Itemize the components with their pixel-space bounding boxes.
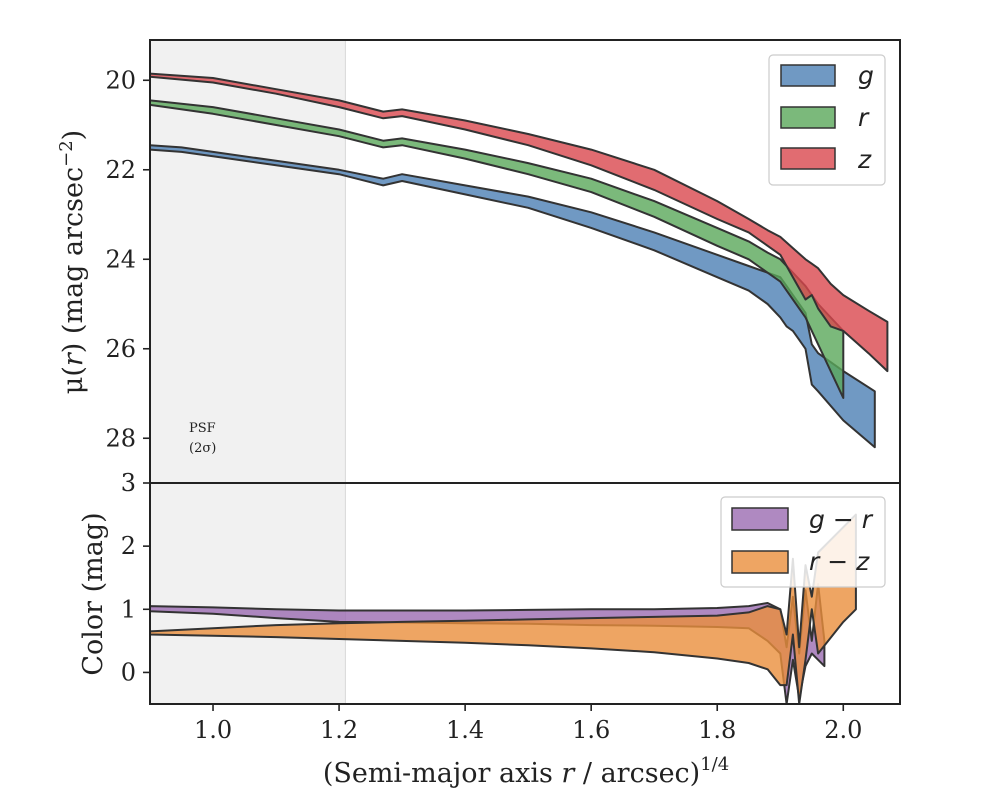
legend-label-g-r: g − r (809, 505, 874, 534)
ytick-label-top-4: 28 (105, 424, 136, 452)
bottom-axis-ticks: 0 1 2 3 1.0 1.2 1.4 1.6 1.8 2.0 (121, 469, 863, 744)
xlabel-part-2: r (561, 758, 576, 789)
ylabel-part-1: μ( (58, 366, 89, 394)
band-bottom-1 (150, 513, 857, 704)
bottom-panel: 0 1 2 3 1.0 1.2 1.4 1.6 1.8 2.0 Color (mag) (Semi… (78, 469, 901, 789)
ytick-label-bottom-3: 3 (121, 469, 136, 497)
color-bands (150, 513, 857, 704)
legend-label-z: z (857, 145, 872, 174)
ytick-label-bottom-2: 2 (121, 532, 136, 560)
band-top-0 (150, 144, 876, 449)
ytick-label-top-3: 26 (105, 335, 136, 363)
legend-label-r-z: r − z (809, 547, 870, 576)
legend-top: g r z (768, 54, 886, 186)
xtick-label-5: 2.0 (824, 716, 862, 744)
xlabel-part-3: / arcsec) (574, 758, 700, 789)
bottom-y-axis-title: Color (mag) (78, 512, 109, 675)
legend-swatch-z (780, 147, 836, 170)
bottom-panel-frame (149, 482, 901, 705)
legend-bottom: g − r r − z (720, 496, 886, 588)
legend-swatch-g (780, 64, 836, 87)
ytick-label-top-1: 22 (105, 156, 136, 184)
ytick-label-bottom-1: 1 (121, 595, 136, 623)
xlabel-part-4: 1/4 (700, 754, 729, 775)
x-axis-title: (Semi-major axis r / arcsec)1/4 (323, 754, 729, 789)
ylabel-part-5: ) (58, 130, 89, 141)
surface-brightness-bands (150, 72, 889, 449)
ylabel-part-3: ) (mag arcsec (58, 167, 89, 353)
ylabel-part-2: r (58, 351, 89, 366)
ytick-label-top-0: 20 (105, 66, 136, 94)
legend-label-r: r (858, 103, 870, 132)
psf-label-line1: PSF (189, 421, 216, 436)
psf-region-bottom (149, 482, 346, 705)
xtick-label-0: 1.0 (194, 716, 232, 744)
top-y-axis-title: μ(r) (mag arcsec−2) (56, 130, 89, 394)
legend-swatch-g-r (731, 507, 789, 531)
xtick-label-1: 1.2 (320, 716, 358, 744)
ytick-label-top-2: 24 (105, 245, 136, 273)
band-top-2 (150, 72, 889, 373)
legend-label-g: g (858, 61, 874, 90)
legend-swatch-r (780, 106, 836, 129)
ytick-label-bottom-0: 0 (121, 658, 136, 686)
xtick-label-4: 1.8 (698, 716, 736, 744)
top-y-ticks: 20 22 24 26 28 (105, 66, 150, 452)
band-top-1 (150, 99, 845, 399)
legend-swatch-r-z (731, 550, 789, 574)
xlabel-part-1: (Semi-major axis (323, 758, 562, 789)
ylabel-part-4: −2 (56, 140, 77, 167)
xtick-label-3: 1.6 (572, 716, 610, 744)
xtick-label-2: 1.4 (446, 716, 484, 744)
psf-label-line2: (2σ) (189, 441, 216, 456)
